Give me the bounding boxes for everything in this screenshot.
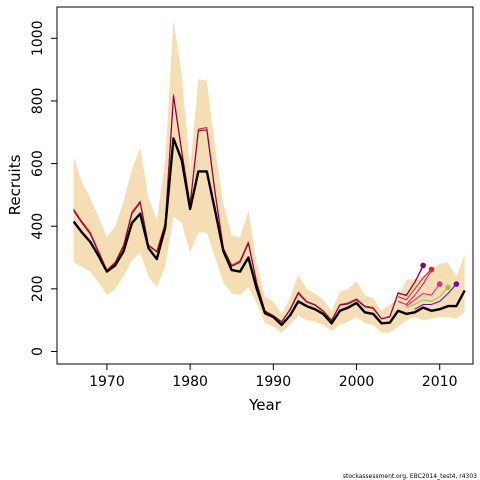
endpoint-marker-1	[420, 262, 426, 269]
plot-frame	[56, 6, 474, 365]
series-line-retro-7	[414, 283, 457, 310]
x-tick-label-2010: 2010	[422, 374, 458, 390]
source-footnote: stockassessment.org, EBC2014_test4, r430…	[343, 473, 477, 480]
x-tick-label-2000: 2000	[339, 374, 375, 390]
x-tick-label-1980: 1980	[172, 374, 208, 390]
y-tick-label-1000: 1000	[30, 20, 46, 56]
endpoint-marker-2	[428, 266, 435, 273]
x-axis-title: Year	[248, 396, 282, 414]
series-line-retro-5	[406, 283, 441, 307]
y-tick-label-600: 600	[30, 150, 46, 177]
y-axis-title: Recruits	[6, 154, 24, 215]
x-axis: 1970 1980 1990 2000 2010	[89, 364, 458, 390]
y-tick-label-200: 200	[30, 275, 46, 302]
series-line-retro-3	[397, 269, 432, 306]
plot-layer	[72, 19, 466, 333]
x-tick-label-1970: 1970	[89, 374, 125, 390]
endpoint-marker-4	[445, 284, 451, 291]
y-tick-label-0: 0	[30, 347, 46, 356]
endpoint-marker-3	[436, 281, 443, 287]
confidence-band	[73, 19, 465, 333]
y-tick-label-800: 800	[30, 88, 46, 115]
endpoint-marker-5	[453, 281, 460, 287]
y-axis: 0 200 400 600 800 1000	[30, 20, 57, 356]
series-line-retro-6	[406, 286, 449, 309]
series-line-main	[72, 137, 466, 327]
y-tick-label-400: 400	[30, 213, 46, 240]
x-tick-label-1990: 1990	[255, 374, 291, 390]
series-line-retro-2	[73, 95, 424, 323]
series-line-retro-4	[397, 269, 432, 301]
